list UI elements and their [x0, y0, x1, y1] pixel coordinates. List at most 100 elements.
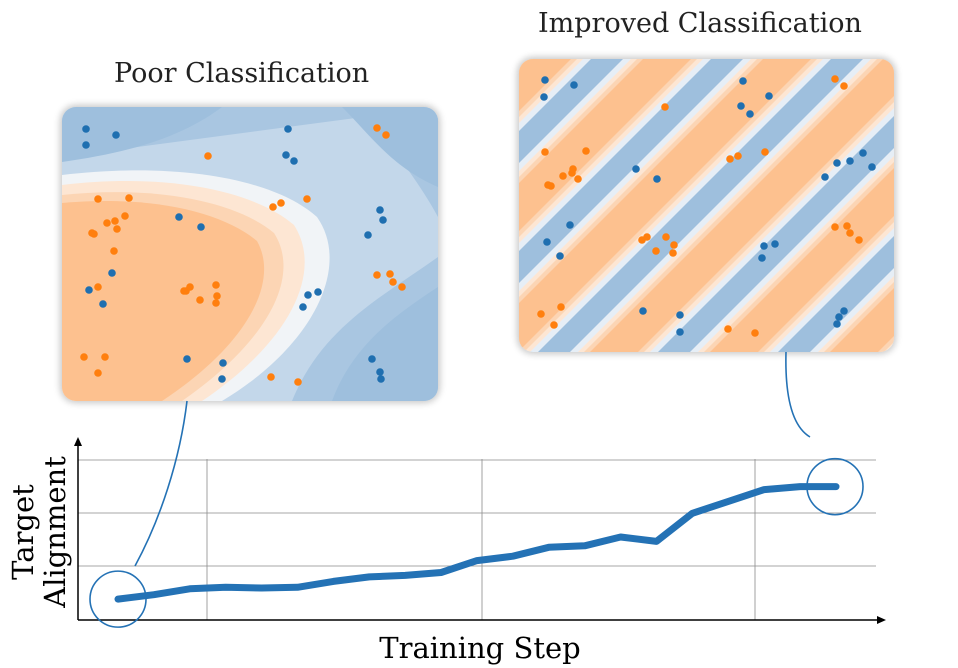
blue-data-point [284, 125, 292, 133]
blue-data-point [314, 288, 322, 296]
orange-data-point [544, 181, 552, 189]
blue-data-point [219, 359, 227, 367]
blue-data-point [765, 92, 773, 100]
orange-stripe-core [710, 168, 894, 352]
orange-data-point [751, 329, 759, 337]
orange-data-point [557, 303, 565, 311]
orange-data-point [761, 148, 769, 156]
blue-data-point [868, 163, 876, 171]
orange-data-point [111, 217, 119, 225]
orange-data-point [80, 353, 88, 361]
orange-data-point [574, 175, 582, 183]
orange-data-point [550, 321, 558, 329]
orange-data-point [569, 165, 577, 173]
blue-data-point [676, 328, 684, 336]
improved-classification-panel [519, 59, 894, 352]
orange-data-point [559, 172, 567, 180]
y-axis-label: TargetAlignment [6, 456, 72, 609]
blue-data-point [379, 216, 387, 224]
poor-decision-boundary-plot [62, 107, 438, 401]
orange-data-point [186, 283, 194, 291]
blue-data-point [746, 110, 754, 118]
start-highlight-circle [89, 570, 147, 628]
blue-data-point [540, 93, 548, 101]
orange-data-point [180, 287, 188, 295]
orange-data-point [831, 75, 839, 83]
orange-data-point [389, 278, 397, 286]
blue-data-point [653, 175, 661, 183]
orange-data-point [88, 229, 96, 237]
orange-data-point [582, 147, 590, 155]
blue-data-point [99, 300, 107, 308]
blue-data-point [197, 223, 205, 231]
orange-data-point [94, 369, 102, 377]
orange-stripe-core [519, 59, 811, 351]
blue-data-point [282, 151, 290, 159]
orange-stripe-core [519, 59, 691, 231]
blue-data-point [737, 102, 745, 110]
blue-data-point [570, 81, 578, 89]
orange-data-point [94, 195, 102, 203]
blue-data-point [835, 313, 843, 321]
orange-data-point [269, 203, 277, 211]
blue-data-point [739, 77, 747, 85]
blue-data-point [304, 291, 312, 299]
blue-data-point [299, 303, 307, 311]
poor-classification-title: Poor Classification [114, 58, 370, 89]
blue-region-bottom-right-core [332, 287, 438, 401]
orange-data-point [843, 222, 851, 230]
orange-data-point [94, 283, 102, 291]
orange-data-point [662, 233, 670, 241]
improved-decision-boundary-plot [519, 59, 894, 352]
blue-data-point [758, 254, 766, 262]
orange-data-point [213, 292, 221, 300]
blue-data-point [676, 311, 684, 319]
end-highlight-circle [806, 457, 864, 516]
blue-data-point [183, 355, 191, 363]
orange-data-point [212, 281, 220, 289]
orange-data-point [386, 270, 394, 278]
poor-classification-panel [62, 107, 438, 401]
blue-data-point [82, 125, 90, 133]
blue-data-point [833, 320, 841, 328]
orange-data-point [541, 148, 549, 156]
blue-data-point [632, 165, 640, 173]
blue-data-point [556, 252, 564, 260]
blue-data-point [833, 159, 841, 167]
orange-data-point [726, 155, 734, 163]
orange-data-point [101, 353, 109, 361]
blue-data-point [85, 286, 93, 294]
blue-data-point [541, 76, 549, 84]
orange-data-point [670, 241, 678, 249]
x-axis-arrow [877, 616, 886, 624]
blue-data-point [290, 157, 298, 165]
orange-data-point [382, 131, 390, 139]
orange-data-point [196, 296, 204, 304]
orange-data-point [840, 82, 848, 90]
x-axis-label: Training Step [379, 631, 580, 665]
blue-data-point [566, 221, 574, 229]
blue-data-point [543, 238, 551, 246]
blue-region-top-core [62, 107, 438, 187]
orange-data-point [831, 223, 839, 231]
orange-data-point [125, 194, 133, 202]
orange-stripe-outer [519, 59, 703, 243]
orange-data-point [212, 299, 220, 307]
blue-data-point [771, 240, 779, 248]
orange-stripe-outer [698, 156, 894, 352]
orange-data-point [643, 233, 651, 241]
blue-data-point [821, 173, 829, 181]
orange-stripe-mid [519, 59, 817, 352]
orange-data-point [846, 229, 854, 237]
orange-data-point [724, 325, 732, 333]
blue-data-point [840, 307, 848, 315]
orange-data-point [652, 247, 660, 255]
orange-stripe-mid [704, 162, 894, 352]
orange-data-point [204, 152, 212, 160]
blue-data-point [760, 242, 768, 250]
boundary-band [690, 148, 894, 352]
orange-data-point [303, 195, 311, 203]
blue-data-point [82, 141, 90, 149]
connector-to-improved-panel [785, 351, 811, 438]
